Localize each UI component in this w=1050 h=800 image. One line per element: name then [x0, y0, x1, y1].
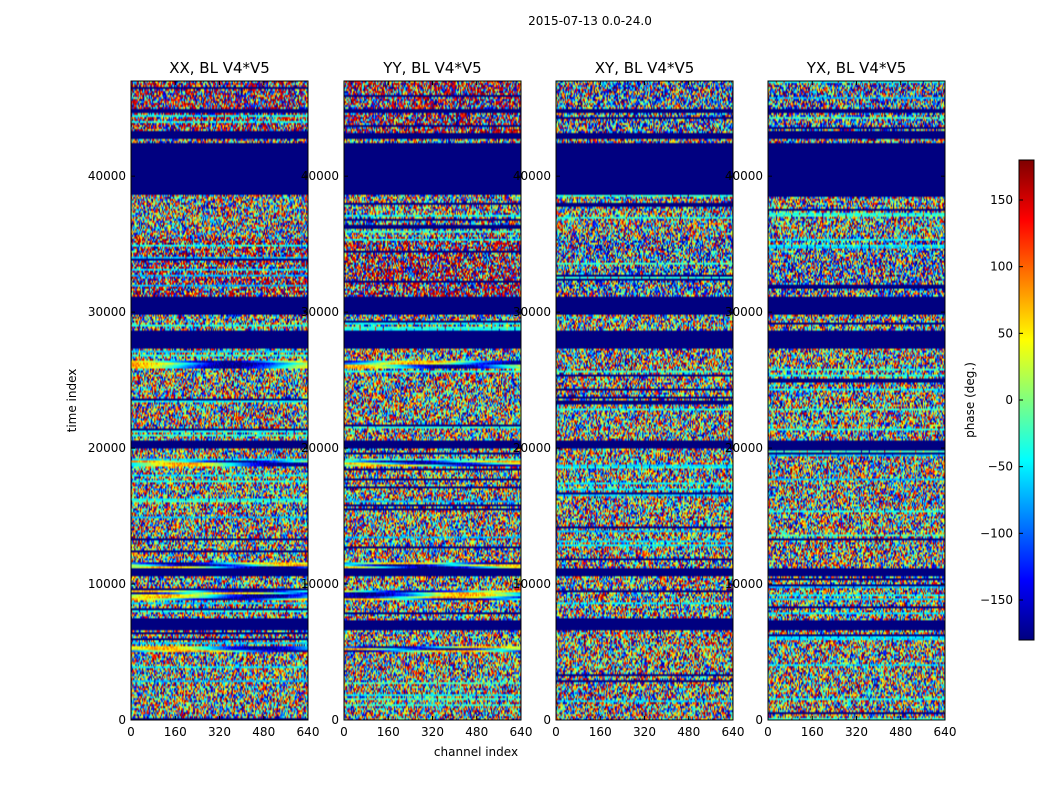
y-tick-label: 30000	[513, 305, 551, 319]
colorbar: −150 −100 −50 0 50 100 150 phase (deg.)	[963, 159, 1035, 641]
x-axis-label: channel index	[434, 745, 518, 759]
panel-yx: YX, BL V4*V5 0 160 320 480 640 0 10000 20000 3000…	[725, 59, 957, 739]
panel-title: YY, BL V4*V5	[382, 59, 481, 77]
y-tick-label: 10000	[88, 577, 126, 591]
y-tick-label: 40000	[88, 169, 126, 183]
y-tick-label: 30000	[88, 305, 126, 319]
y-tick-label: 0	[543, 713, 551, 727]
panel-xy: XY, BL V4*V5 0 160 320 480 640 0 10000 20000 3000…	[513, 59, 745, 739]
panels-group: XX, BL V4*V5 0 160 320 480 640 0 10000 20000 3000…	[88, 59, 957, 739]
y-tick-label: 0	[118, 713, 126, 727]
x-tick-label: 640	[934, 725, 957, 739]
heatmap-image-xx	[131, 81, 308, 720]
x-tick-label: 320	[845, 725, 868, 739]
y-tick-label: 20000	[88, 441, 126, 455]
x-tick-label: 640	[510, 725, 533, 739]
colorbar-tick-label: −50	[988, 460, 1013, 474]
x-tick-label: 160	[164, 725, 187, 739]
figure-suptitle: 2015-07-13 0.0-24.0	[528, 14, 652, 28]
x-tick-label: 480	[252, 725, 275, 739]
x-tick-label: 320	[421, 725, 444, 739]
panel-yy: YY, BL V4*V5 0 160 320 480 640 0 10000 20000 3000…	[301, 59, 533, 739]
x-tick-label: 160	[801, 725, 824, 739]
x-tick-label: 320	[208, 725, 231, 739]
axis-labels: channel index time index	[65, 369, 518, 759]
y-axis-label: time index	[65, 369, 79, 433]
y-tick-label: 10000	[513, 577, 551, 591]
colorbar-tick-label: 100	[990, 260, 1013, 274]
y-tick-label: 20000	[725, 441, 763, 455]
panel-title: XX, BL V4*V5	[169, 59, 270, 77]
colorbar-tick-label: −100	[980, 526, 1013, 540]
y-tick-label: 10000	[301, 577, 339, 591]
heatmap-image-yy	[344, 81, 521, 720]
x-tick-label: 160	[377, 725, 400, 739]
colorbar-label: phase (deg.)	[963, 362, 977, 438]
y-tick-label: 0	[331, 713, 339, 727]
x-tick-label: 0	[552, 725, 560, 739]
heatmap-image-xy	[556, 81, 733, 720]
x-tick-label: 320	[633, 725, 656, 739]
x-tick-label: 640	[297, 725, 320, 739]
colorbar-tick-label: 50	[998, 326, 1013, 340]
panel-title: YX, BL V4*V5	[806, 59, 907, 77]
colorbar-tick-label: 150	[990, 193, 1013, 207]
x-tick-label: 0	[764, 725, 772, 739]
panel-title: XY, BL V4*V5	[595, 59, 695, 77]
y-tick-label: 10000	[725, 577, 763, 591]
colorbar-tick-label: −150	[980, 593, 1013, 607]
y-tick-label: 20000	[301, 441, 339, 455]
y-tick-label: 30000	[301, 305, 339, 319]
x-tick-label: 640	[722, 725, 745, 739]
heatmap-image-yx	[768, 81, 945, 720]
y-tick-label: 40000	[513, 169, 551, 183]
y-tick-label: 40000	[301, 169, 339, 183]
x-tick-label: 160	[589, 725, 612, 739]
x-tick-label: 480	[677, 725, 700, 739]
x-tick-label: 0	[340, 725, 348, 739]
y-tick-label: 30000	[725, 305, 763, 319]
y-tick-label: 0	[755, 713, 763, 727]
x-tick-label: 480	[465, 725, 488, 739]
x-tick-label: 0	[127, 725, 135, 739]
panel-xx: XX, BL V4*V5 0 160 320 480 640 0 10000 20000 3000…	[88, 59, 320, 739]
y-tick-label: 20000	[513, 441, 551, 455]
y-tick-label: 40000	[725, 169, 763, 183]
colorbar-tick-label: 0	[1005, 393, 1013, 407]
x-tick-label: 480	[889, 725, 912, 739]
